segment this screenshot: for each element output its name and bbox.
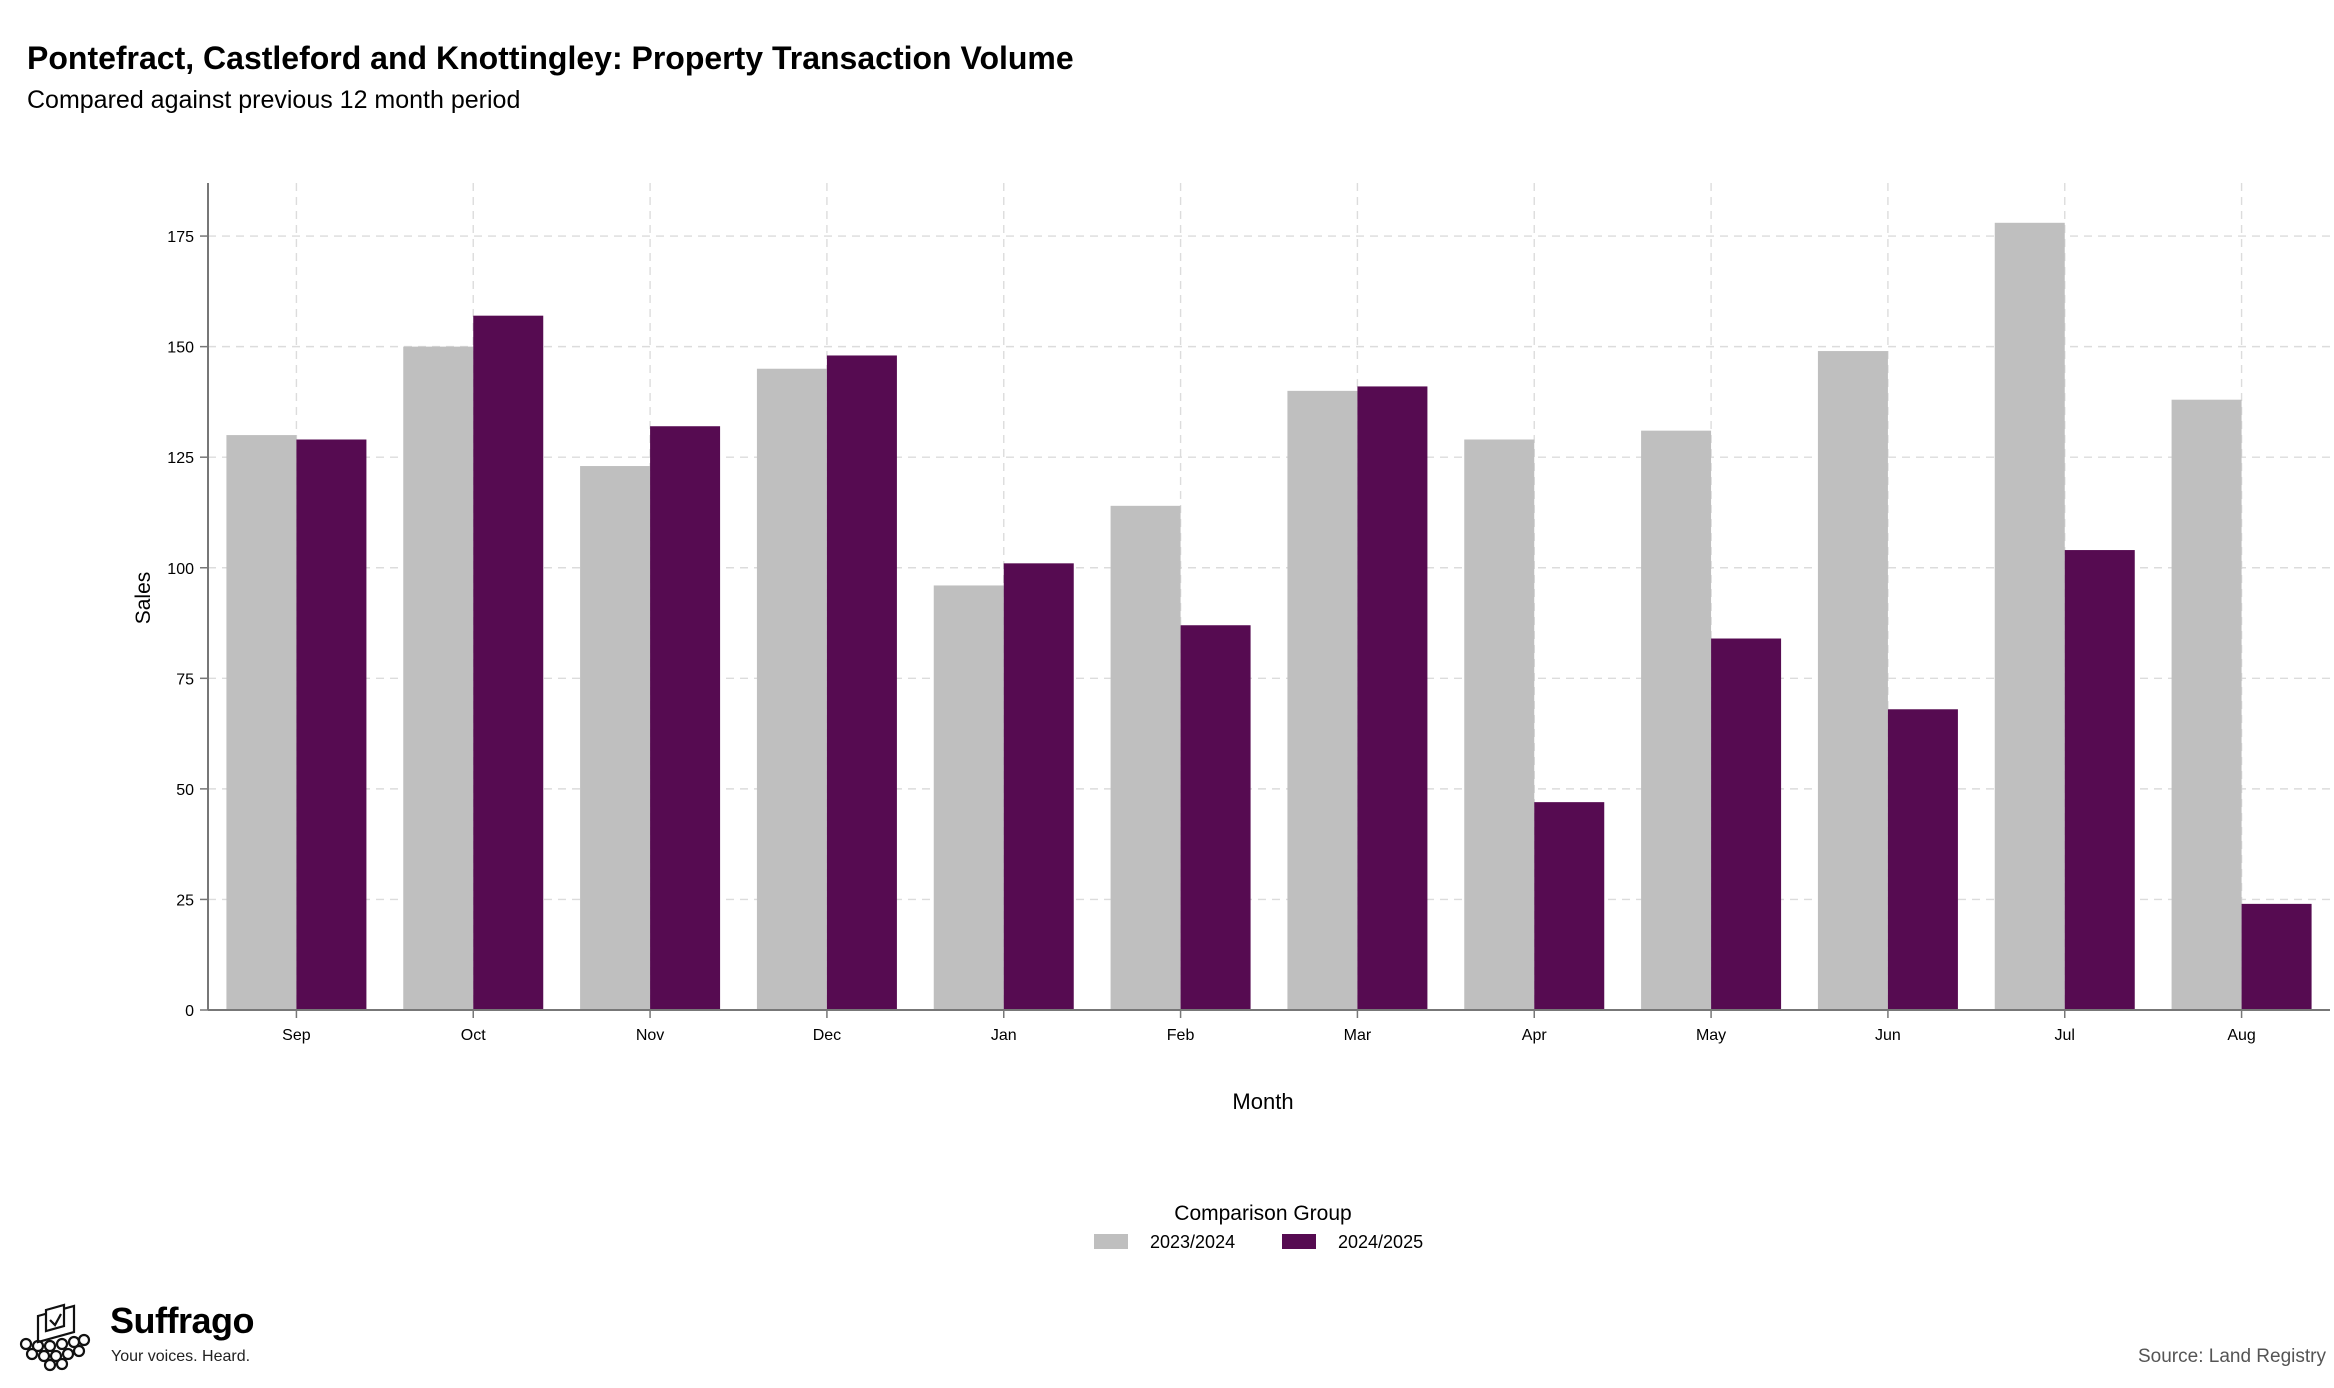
x-tick-label: Nov bbox=[636, 1027, 664, 1044]
bar-2024-2025-may bbox=[1711, 638, 1782, 1010]
x-tick-label: Jul bbox=[2055, 1027, 2075, 1044]
bar-2023-2024-mar bbox=[1287, 390, 1358, 1011]
y-tick-label: 125 bbox=[167, 450, 194, 467]
y-tick-label: 150 bbox=[167, 340, 194, 357]
axes: 0 25 50 75 100 125 150 175 Sep Oct Nov Dec Jan Feb Mar… bbox=[167, 183, 2330, 1044]
legend: Comparison Group 2023/2024 2024/2025 bbox=[1094, 1202, 1423, 1252]
bar-2024-2025-sep bbox=[296, 439, 367, 1010]
chart-subtitle: Compared against previous 12 month perio… bbox=[27, 86, 521, 114]
x-tick-label: Sep bbox=[282, 1027, 311, 1044]
x-tick-label: Apr bbox=[1522, 1027, 1548, 1044]
source-note: Source: Land Registry bbox=[2138, 1346, 2326, 1367]
bar-2024-2025-mar bbox=[1357, 386, 1428, 1010]
y-tick-label: 75 bbox=[176, 671, 194, 688]
legend-swatch-2024-2025 bbox=[1282, 1234, 1316, 1249]
bar-2024-2025-jun bbox=[1887, 709, 1958, 1010]
x-tick-label: Jun bbox=[1875, 1027, 1901, 1044]
bar-2023-2024-jun bbox=[1817, 351, 1888, 1010]
bar-chart: 0 25 50 75 100 125 150 175 Sep Oct Nov Dec Jan Feb Mar… bbox=[132, 183, 2330, 1252]
bars bbox=[226, 222, 2312, 1011]
y-tick-label: 50 bbox=[176, 782, 194, 799]
x-tick-label: Feb bbox=[1167, 1027, 1195, 1044]
bar-2023-2024-aug bbox=[2171, 399, 2242, 1010]
bar-2023-2024-apr bbox=[1464, 439, 1535, 1010]
bar-2024-2025-feb bbox=[1180, 625, 1251, 1010]
bar-2023-2024-jul bbox=[1994, 222, 2065, 1011]
legend-swatch-2023-2024 bbox=[1094, 1234, 1128, 1249]
x-tick-label: Aug bbox=[2227, 1027, 2255, 1044]
bar-2023-2024-nov bbox=[580, 466, 651, 1010]
brand-name: Suffrago bbox=[110, 1300, 255, 1341]
legend-title: Comparison Group bbox=[1174, 1202, 1351, 1225]
bar-2024-2025-aug bbox=[2241, 903, 2312, 1010]
x-tick-label: Oct bbox=[461, 1027, 486, 1044]
y-tick-label: 100 bbox=[167, 561, 194, 578]
legend-label-2024-2025: 2024/2025 bbox=[1338, 1232, 1423, 1252]
bar-2023-2024-oct bbox=[403, 346, 474, 1011]
x-tick-label: Mar bbox=[1344, 1027, 1372, 1044]
ballot-box-icon bbox=[19, 1303, 91, 1372]
y-tick-label: 175 bbox=[167, 229, 194, 246]
bar-2024-2025-oct bbox=[473, 315, 544, 1010]
x-tick-label: May bbox=[1696, 1027, 1726, 1044]
bar-2023-2024-sep bbox=[226, 435, 297, 1010]
bar-2023-2024-may bbox=[1641, 430, 1712, 1011]
bar-2023-2024-dec bbox=[756, 368, 827, 1011]
bar-2024-2025-nov bbox=[650, 426, 721, 1010]
x-axis-label: Month bbox=[1232, 1089, 1293, 1114]
brand-tagline: Your voices. Heard. bbox=[111, 1348, 251, 1365]
bar-2024-2025-apr bbox=[1534, 802, 1605, 1010]
bar-2023-2024-jan bbox=[933, 585, 1004, 1010]
bar-2024-2025-jan bbox=[1003, 563, 1074, 1010]
y-tick-label: 25 bbox=[176, 892, 194, 909]
legend-label-2023-2024: 2023/2024 bbox=[1150, 1232, 1235, 1252]
y-axis-label: Sales bbox=[132, 572, 155, 625]
chart-title: Pontefract, Castleford and Knottingley: … bbox=[27, 40, 1074, 76]
bar-2024-2025-dec bbox=[826, 355, 897, 1010]
y-tick-label: 0 bbox=[185, 1003, 194, 1020]
bar-2024-2025-jul bbox=[2064, 550, 2135, 1010]
x-tick-label: Dec bbox=[813, 1027, 841, 1044]
x-tick-label: Jan bbox=[991, 1027, 1017, 1044]
bar-2023-2024-feb bbox=[1110, 505, 1181, 1010]
